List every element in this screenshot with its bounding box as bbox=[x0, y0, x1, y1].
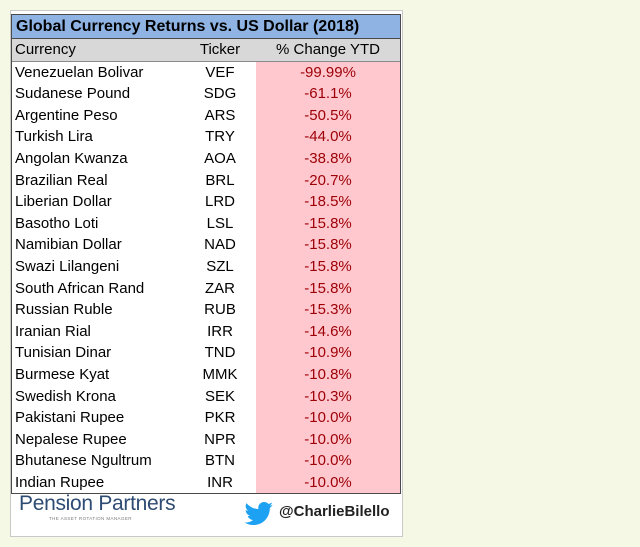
cell-change: -10.9% bbox=[256, 342, 400, 364]
currency-table: Global Currency Returns vs. US Dollar (2… bbox=[11, 14, 401, 495]
cell-ticker: MMK bbox=[202, 365, 238, 383]
table-row: Turkish Lira TRY -44.0% bbox=[12, 126, 400, 148]
cell-currency: Russian Ruble bbox=[15, 301, 113, 319]
cell-ticker: IRR bbox=[207, 322, 233, 340]
table-row: Sudanese Pound SDG -61.1% bbox=[12, 83, 400, 105]
cell-change: -15.3% bbox=[256, 299, 400, 321]
footer: Pension Partners THE ASSET ROTATION MANA… bbox=[11, 488, 401, 530]
cell-ticker: INR bbox=[207, 473, 233, 491]
table-header-row: Currency Ticker % Change YTD bbox=[12, 39, 400, 62]
table-row: Burmese Kyat MMK -10.8% bbox=[12, 363, 400, 386]
cell-currency: Swazi Lilangeni bbox=[15, 257, 120, 275]
twitter-bird-icon bbox=[244, 502, 273, 526]
cell-ticker: SEK bbox=[204, 387, 235, 405]
table-row: Indian Rupee INR -10.0% bbox=[12, 471, 400, 494]
table-row: Bhutanese Ngultrum BTN -10.0% bbox=[12, 450, 400, 472]
table-row: Brazilian Real BRL -20.7% bbox=[12, 169, 400, 192]
table-row: Iranian Rial IRR -14.6% bbox=[12, 320, 400, 343]
cell-currency: Tunisian Dinar bbox=[15, 344, 112, 362]
table-row: Nepalese Rupee NPR -10.0% bbox=[12, 428, 400, 451]
cell-change: -15.8% bbox=[256, 277, 400, 300]
table-row: Pakistani Rupee PKR -10.0% bbox=[12, 407, 400, 429]
cell-currency: Swedish Krona bbox=[15, 387, 116, 405]
logo-text: Pension Partners bbox=[19, 492, 176, 515]
cell-ticker: NPR bbox=[204, 430, 236, 448]
cell-ticker: ZAR bbox=[205, 279, 235, 297]
twitter-handle[interactable]: @CharlieBilello bbox=[279, 503, 390, 520]
cell-change: -20.7% bbox=[256, 169, 400, 192]
table-title: Global Currency Returns vs. US Dollar (2… bbox=[12, 15, 400, 39]
cell-currency: Namibian Dollar bbox=[15, 236, 122, 254]
table-body: Venezuelan Bolivar VEF -99.99% Sudanese Pou… bbox=[12, 61, 400, 494]
cell-change: -10.3% bbox=[256, 385, 400, 408]
cell-change: -14.6% bbox=[256, 320, 400, 343]
cell-ticker: LSL bbox=[206, 214, 234, 232]
cell-ticker: BRL bbox=[205, 171, 235, 189]
cell-change: -99.99% bbox=[256, 61, 400, 84]
table-row: Basotho Loti LSL -15.8% bbox=[12, 212, 400, 235]
cell-change: -15.8% bbox=[256, 212, 400, 235]
table-row: South African Rand ZAR -15.8% bbox=[12, 277, 400, 300]
cell-currency: Argentine Peso bbox=[15, 106, 118, 124]
cell-change: -10.0% bbox=[256, 471, 400, 494]
cell-ticker: BTN bbox=[205, 452, 235, 470]
cell-ticker: ARS bbox=[204, 106, 236, 124]
cell-currency: Bhutanese Ngultrum bbox=[15, 452, 152, 470]
cell-currency: Sudanese Pound bbox=[15, 85, 131, 103]
cell-ticker: SDG bbox=[203, 85, 237, 103]
table-row: Argentine Peso ARS -50.5% bbox=[12, 104, 400, 127]
cell-currency: Pakistani Rupee bbox=[15, 409, 125, 427]
cell-currency: Iranian Rial bbox=[15, 322, 91, 340]
cell-currency: South African Rand bbox=[15, 279, 145, 297]
cell-currency: Indian Rupee bbox=[15, 473, 105, 491]
cell-ticker: VEF bbox=[205, 63, 235, 81]
cell-currency: Liberian Dollar bbox=[15, 193, 112, 211]
cell-change: -15.8% bbox=[256, 234, 400, 256]
cell-change: -61.1% bbox=[256, 83, 400, 105]
cell-change: -10.0% bbox=[256, 450, 400, 472]
cell-currency: Nepalese Rupee bbox=[15, 430, 127, 448]
cell-currency: Brazilian Real bbox=[15, 171, 108, 189]
cell-ticker: LRD bbox=[204, 193, 235, 211]
cell-ticker: RUB bbox=[204, 301, 236, 319]
cell-change: -15.8% bbox=[256, 255, 400, 278]
table-row: Tunisian Dinar TND -10.9% bbox=[12, 342, 400, 364]
cell-change: -18.5% bbox=[256, 191, 400, 213]
table-row: Venezuelan Bolivar VEF -99.99% bbox=[12, 61, 400, 84]
table-row: Namibian Dollar NAD -15.8% bbox=[12, 234, 400, 256]
table-row: Liberian Dollar LRD -18.5% bbox=[12, 191, 400, 213]
cell-ticker: TND bbox=[204, 344, 236, 362]
table-row: Swazi Lilangeni SZL -15.8% bbox=[12, 255, 400, 278]
pension-partners-logo: Pension Partners THE ASSET ROTATION MANA… bbox=[19, 492, 176, 522]
cell-currency: Angolan Kwanza bbox=[15, 149, 128, 167]
logo-tagline: THE ASSET ROTATION MANAGER bbox=[49, 516, 132, 521]
cell-change: -50.5% bbox=[256, 104, 400, 127]
header-change: % Change YTD bbox=[276, 41, 380, 58]
cell-change: -44.0% bbox=[256, 126, 400, 148]
table-row: Swedish Krona SEK -10.3% bbox=[12, 385, 400, 408]
cell-ticker: SZL bbox=[206, 257, 234, 275]
cell-ticker: PKR bbox=[204, 409, 236, 427]
header-currency: Currency bbox=[15, 41, 76, 58]
cell-change: -10.0% bbox=[256, 407, 400, 429]
cell-ticker: AOA bbox=[204, 149, 236, 167]
header-ticker: Ticker bbox=[199, 41, 241, 58]
table-row: Russian Ruble RUB -15.3% bbox=[12, 299, 400, 321]
cell-ticker: TRY bbox=[205, 128, 235, 146]
cell-currency: Basotho Loti bbox=[15, 214, 99, 232]
cell-currency: Burmese Kyat bbox=[15, 365, 110, 383]
cell-currency: Venezuelan Bolivar bbox=[15, 63, 144, 81]
table-row: Angolan Kwanza AOA -38.8% bbox=[12, 147, 400, 170]
cell-currency: Turkish Lira bbox=[15, 128, 93, 146]
cell-change: -10.0% bbox=[256, 428, 400, 451]
cell-change: -38.8% bbox=[256, 147, 400, 170]
cell-change: -10.8% bbox=[256, 363, 400, 386]
cell-ticker: NAD bbox=[204, 236, 236, 254]
